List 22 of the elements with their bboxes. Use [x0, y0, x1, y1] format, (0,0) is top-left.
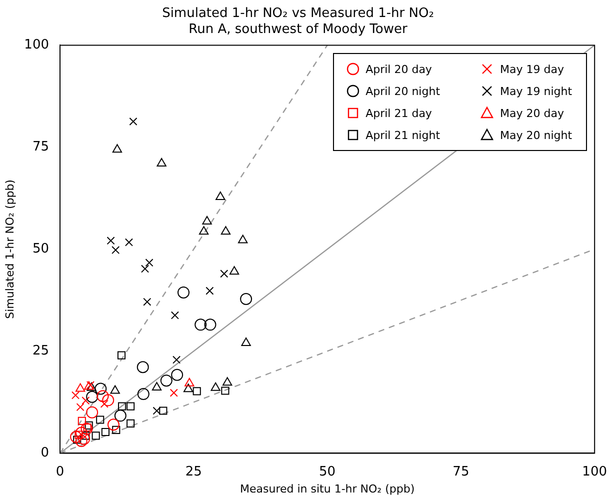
legend-label: April 21 day — [366, 106, 432, 120]
x-tick-label: 25 — [185, 464, 202, 480]
x-axis-title: Measured in situ 1-hr NO₂ (ppb) — [240, 482, 415, 496]
legend-label: April 20 night — [366, 84, 440, 98]
y-tick-label: 100 — [24, 38, 50, 53]
y-tick-label: 50 — [32, 242, 50, 257]
legend-label: May 19 night — [500, 84, 572, 98]
chart-subtitle: Run A, southwest of Moody Tower — [188, 22, 408, 37]
legend-label: April 20 day — [366, 62, 432, 76]
y-tick-label: 25 — [32, 344, 50, 359]
y-tick-label: 75 — [32, 140, 50, 155]
x-tick-label: 0 — [56, 464, 64, 480]
legend-label: May 20 night — [500, 128, 572, 142]
x-tick-label: 75 — [452, 464, 470, 480]
legend-label: May 19 day — [500, 62, 564, 76]
chart-title: Simulated 1-hr NO₂ vs Measured 1-hr NO₂ — [162, 6, 434, 22]
x-tick-label: 100 — [582, 464, 608, 480]
y-tick-label: 0 — [40, 446, 50, 461]
x-tick-label: 50 — [319, 464, 336, 480]
legend-label: May 20 day — [500, 106, 564, 120]
legend-label: April 21 night — [366, 128, 440, 142]
y-axis-title: Simulated 1-hr NO₂ (ppb) — [3, 180, 16, 319]
